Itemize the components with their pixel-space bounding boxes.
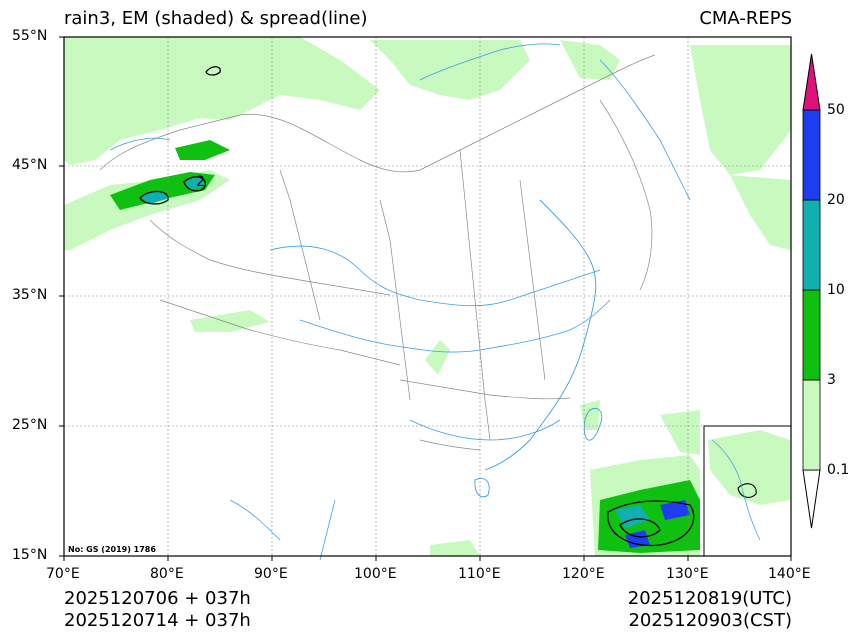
colorbar-label-3: 3 — [827, 372, 836, 388]
inset-rain — [708, 430, 790, 505]
contour-label: 2 — [196, 174, 205, 190]
axis-ticks — [59, 36, 792, 561]
colorbar — [802, 53, 821, 529]
lat-label-15n: 15°N — [12, 547, 48, 563]
lon-label-140e: 140°E — [768, 566, 811, 582]
grid-lines — [64, 37, 791, 556]
colorbar-label-20: 20 — [827, 192, 845, 208]
lat-label-55n: 55°N — [12, 28, 48, 44]
lat-label-25n: 25°N — [12, 417, 48, 433]
valid-time-utc: 2025120819(UTC) — [627, 588, 792, 609]
coastline — [484, 199, 597, 471]
lat-label-35n: 35°N — [12, 287, 48, 303]
inset-contours — [737, 483, 757, 498]
lon-label-80e: 80°E — [150, 566, 184, 582]
colorbar-band-3 — [802, 199, 821, 291]
model-name: CMA-REPS — [699, 8, 792, 29]
lon-label-120e: 120°E — [562, 566, 605, 582]
hainan-outline — [474, 477, 490, 498]
taiwan-outline — [583, 407, 603, 441]
map-approval-number: No: GS (2019) 1786 — [68, 545, 156, 554]
lon-label-110e: 110°E — [458, 566, 501, 582]
inset-coast — [711, 439, 761, 541]
lon-label-90e: 90°E — [254, 566, 288, 582]
map-title: rain3, EM (shaded) & spread(line) — [64, 8, 368, 29]
init-time-cst: 2025120714 + 037h — [64, 610, 251, 631]
colorbar-label-0-1: 0.1 — [827, 462, 850, 478]
colorbar-label-50: 50 — [827, 102, 845, 118]
lon-label-130e: 130°E — [666, 566, 709, 582]
init-time-utc: 2025120706 + 037h — [64, 588, 251, 609]
admin-borders — [99, 54, 656, 451]
colorbar-band-2 — [802, 289, 821, 381]
valid-time-cst: 2025120903(CST) — [628, 610, 792, 631]
lon-label-70e: 70°E — [46, 566, 80, 582]
colorbar-under-triangle — [802, 469, 821, 529]
colorbar-band-1 — [802, 379, 821, 471]
colorbar-band-4 — [802, 109, 821, 201]
lon-label-100e: 100°E — [354, 566, 397, 582]
colorbar-over-triangle — [802, 53, 821, 111]
colorbar-label-10: 10 — [827, 282, 845, 298]
lat-label-45n: 45°N — [12, 157, 48, 173]
